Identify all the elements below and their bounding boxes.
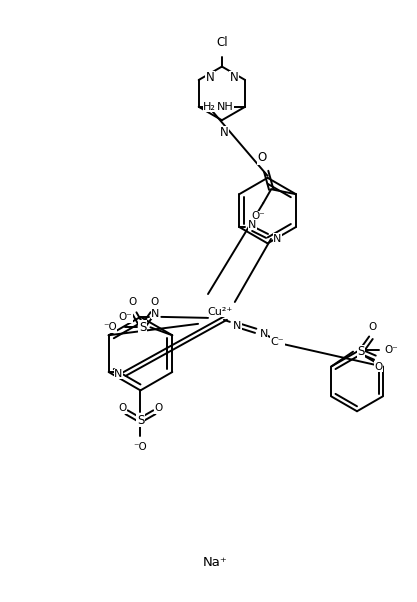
Text: N: N [206, 72, 214, 84]
Text: Na⁺: Na⁺ [203, 556, 227, 569]
Text: N: N [219, 126, 228, 139]
Text: S: S [139, 321, 146, 334]
Text: NH: NH [216, 102, 234, 112]
Text: ⁻O: ⁻O [103, 322, 117, 332]
Text: Cl: Cl [216, 36, 228, 49]
Text: ⁻O: ⁻O [133, 442, 147, 452]
Text: O: O [118, 403, 127, 414]
Text: O: O [154, 403, 163, 414]
Text: Cu²⁺: Cu²⁺ [207, 307, 233, 317]
Text: O: O [128, 297, 137, 308]
Text: N: N [151, 309, 160, 319]
Text: H₂N: H₂N [203, 102, 224, 112]
Text: N: N [260, 329, 268, 339]
Text: O⁻: O⁻ [251, 211, 265, 221]
Text: C⁻: C⁻ [271, 337, 284, 347]
Text: O: O [375, 362, 383, 371]
Text: N: N [233, 321, 241, 331]
Text: S: S [137, 414, 144, 427]
Text: S: S [357, 345, 365, 358]
Text: N: N [229, 72, 238, 84]
Text: N: N [248, 220, 256, 230]
Text: O: O [150, 297, 158, 308]
Text: O: O [369, 322, 377, 332]
Text: N: N [273, 234, 281, 244]
Text: O⁻: O⁻ [385, 345, 399, 355]
Text: N: N [114, 369, 123, 379]
Text: O: O [258, 152, 267, 164]
Text: O⁻: O⁻ [118, 312, 132, 322]
